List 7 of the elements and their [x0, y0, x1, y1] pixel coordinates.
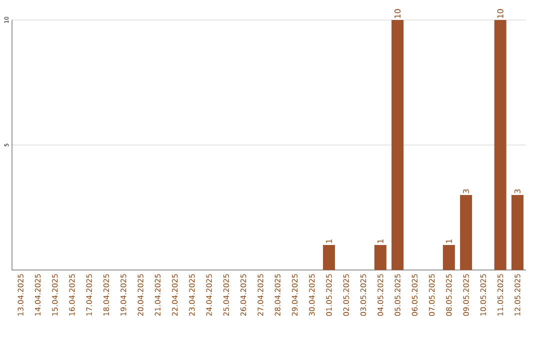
bar	[494, 20, 506, 270]
bar	[392, 20, 404, 270]
bar	[460, 195, 472, 270]
bar	[511, 195, 524, 270]
bar	[322, 245, 335, 270]
bar	[442, 245, 455, 270]
bar	[374, 245, 386, 270]
